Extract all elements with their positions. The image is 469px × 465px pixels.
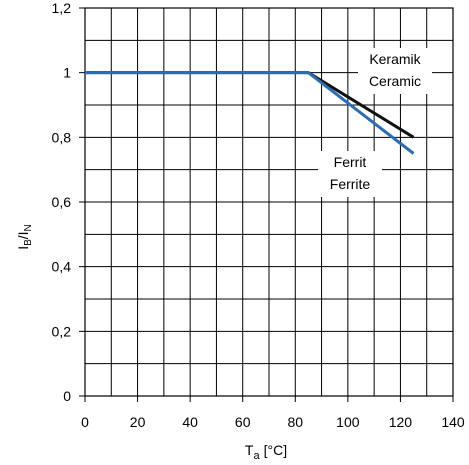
series-label-bg-ceramic bbox=[358, 48, 432, 94]
series-label-ferrite: Ferrite bbox=[330, 176, 371, 192]
axes bbox=[79, 7, 454, 402]
x-axis-label: Ta [°C] bbox=[245, 442, 287, 462]
y-tick-label: 0,4 bbox=[52, 259, 72, 275]
y-axis-label-p2: /I bbox=[15, 231, 31, 239]
y-axis-label-p1: I bbox=[15, 246, 31, 250]
series-label-ceramic: Keramik bbox=[369, 51, 421, 67]
x-tick-label: 40 bbox=[182, 414, 198, 430]
y-axis-label: IB/IN bbox=[15, 224, 34, 250]
series-label-ceramic: Ceramic bbox=[369, 73, 421, 89]
y-tick-label: 1 bbox=[63, 65, 71, 81]
x-tick-label: 60 bbox=[235, 414, 251, 430]
x-tick-label: 100 bbox=[336, 414, 360, 430]
series-label-bg-ferrite bbox=[318, 151, 382, 197]
y-tick-label: 0,2 bbox=[52, 323, 72, 339]
x-tick-label: 120 bbox=[389, 414, 413, 430]
series-line-ferrite bbox=[85, 71, 415, 155]
x-axis-label-main: T bbox=[245, 442, 254, 458]
y-tick-label: 1,2 bbox=[52, 0, 72, 16]
y-axis-label-s2: N bbox=[23, 224, 34, 231]
x-tick-label: 140 bbox=[441, 414, 465, 430]
tick-labels: 0 20 40 60 80 100 120 140 0 0,2 0,4 0,6 0,8 1 1,2 bbox=[52, 0, 465, 430]
y-tick-label: 0,6 bbox=[52, 194, 72, 210]
x-axis-label-unit: [°C] bbox=[264, 442, 288, 458]
x-tick-label: 80 bbox=[287, 414, 303, 430]
series-label-ferrite: Ferrit bbox=[334, 154, 367, 170]
x-tick-label: 20 bbox=[130, 414, 146, 430]
x-tick-label: 0 bbox=[81, 414, 89, 430]
y-tick-label: 0 bbox=[63, 388, 71, 404]
series-labels: Keramik Ceramic Ferrit Ferrite bbox=[318, 48, 432, 197]
y-tick-label: 0,8 bbox=[52, 129, 72, 145]
x-axis-label-sub: a bbox=[253, 450, 260, 462]
y-axis-label-s1: B bbox=[23, 239, 34, 246]
series-lines bbox=[85, 71, 415, 155]
